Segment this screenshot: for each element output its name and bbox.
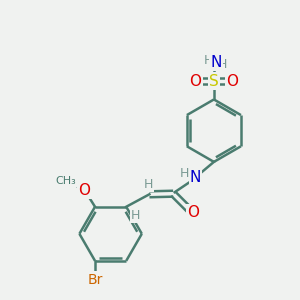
Text: O: O <box>190 74 202 88</box>
Text: N: N <box>210 55 222 70</box>
Text: H: H <box>204 54 213 67</box>
Text: CH₃: CH₃ <box>55 176 76 186</box>
Text: H: H <box>131 208 140 222</box>
Text: N: N <box>190 170 201 185</box>
Text: H: H <box>179 167 189 180</box>
Text: O: O <box>187 205 199 220</box>
Text: H: H <box>218 58 227 71</box>
Text: H: H <box>144 178 154 191</box>
Text: S: S <box>209 74 219 88</box>
Text: Br: Br <box>87 272 103 286</box>
Text: O: O <box>226 74 238 88</box>
Text: O: O <box>79 183 91 198</box>
